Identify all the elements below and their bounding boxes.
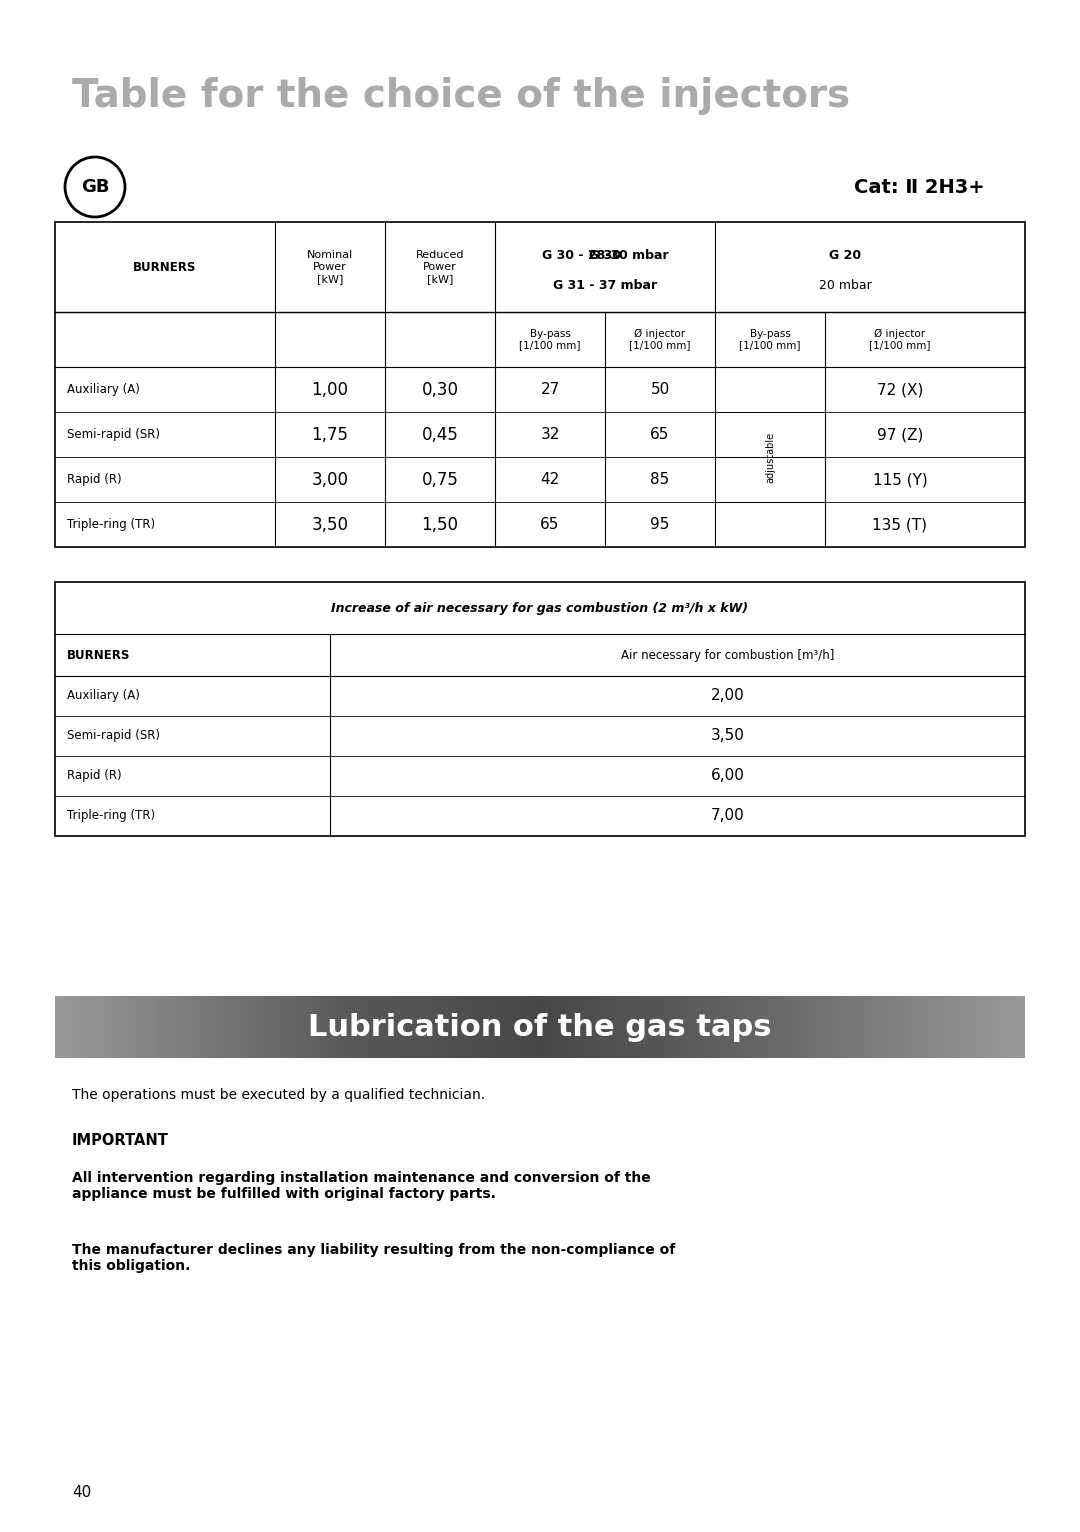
Text: 42: 42 bbox=[540, 472, 559, 487]
Text: The operations must be executed by a qualified technician.: The operations must be executed by a qua… bbox=[72, 1088, 485, 1102]
Text: G 31 - 37 mbar: G 31 - 37 mbar bbox=[553, 279, 657, 291]
Text: Reduced
Power
[kW]: Reduced Power [kW] bbox=[416, 250, 464, 283]
Text: Auxiliary (A): Auxiliary (A) bbox=[67, 383, 140, 395]
Text: 20 mbar: 20 mbar bbox=[819, 279, 872, 291]
Text: IMPORTANT: IMPORTANT bbox=[72, 1134, 168, 1147]
Text: 85: 85 bbox=[650, 472, 670, 487]
Text: Nominal
Power
[kW]: Nominal Power [kW] bbox=[307, 250, 353, 283]
Text: Semi-rapid (SR): Semi-rapid (SR) bbox=[67, 427, 160, 441]
Text: 65: 65 bbox=[650, 427, 670, 443]
Text: G 30: G 30 bbox=[589, 248, 621, 262]
Text: G 20: G 20 bbox=[829, 248, 861, 262]
Bar bbox=[55, 582, 1025, 836]
Text: Lubrication of the gas taps: Lubrication of the gas taps bbox=[308, 1013, 772, 1042]
Text: Auxiliary (A): Auxiliary (A) bbox=[67, 689, 140, 703]
Text: By-pass
[1/100 mm]: By-pass [1/100 mm] bbox=[519, 329, 581, 351]
Text: Triple-ring (TR): Triple-ring (TR) bbox=[67, 809, 156, 823]
Text: 50: 50 bbox=[650, 381, 670, 397]
Text: G 30 - 28-30 mbar: G 30 - 28-30 mbar bbox=[542, 248, 669, 262]
Text: 97 (Z): 97 (Z) bbox=[877, 427, 923, 443]
Text: Rapid (R): Rapid (R) bbox=[67, 769, 122, 783]
Bar bbox=[55, 222, 1025, 547]
Text: Semi-rapid (SR): Semi-rapid (SR) bbox=[67, 729, 160, 743]
Text: 65: 65 bbox=[540, 516, 559, 532]
Text: 135 (T): 135 (T) bbox=[873, 516, 928, 532]
Text: 0,45: 0,45 bbox=[421, 426, 458, 443]
Text: Rapid (R): Rapid (R) bbox=[67, 473, 122, 486]
Text: The manufacturer declines any liability resulting from the non-compliance of
thi: The manufacturer declines any liability … bbox=[72, 1242, 675, 1273]
Text: Cat: Ⅱ 2H3+: Cat: Ⅱ 2H3+ bbox=[854, 178, 985, 196]
Text: All intervention regarding installation maintenance and conversion of the
applia: All intervention regarding installation … bbox=[72, 1170, 651, 1201]
Text: Ø injector
[1/100 mm]: Ø injector [1/100 mm] bbox=[869, 328, 931, 351]
Text: Ø injector
[1/100 mm]: Ø injector [1/100 mm] bbox=[630, 328, 691, 351]
Text: Increase of air necessary for gas combustion (2 m³/h x kW): Increase of air necessary for gas combus… bbox=[332, 602, 748, 614]
Text: BURNERS: BURNERS bbox=[133, 260, 197, 274]
Text: 40: 40 bbox=[72, 1485, 91, 1500]
Text: Air necessary for combustion [m³/h]: Air necessary for combustion [m³/h] bbox=[621, 648, 834, 662]
Text: 1,50: 1,50 bbox=[421, 515, 459, 533]
Text: 3,00: 3,00 bbox=[311, 470, 349, 489]
Text: adjustable: adjustable bbox=[765, 432, 775, 483]
Text: 95: 95 bbox=[650, 516, 670, 532]
Text: 115 (Y): 115 (Y) bbox=[873, 472, 928, 487]
Text: GB: GB bbox=[81, 178, 109, 196]
Text: Triple-ring (TR): Triple-ring (TR) bbox=[67, 518, 156, 532]
Text: 0,30: 0,30 bbox=[421, 380, 459, 398]
Text: BURNERS: BURNERS bbox=[67, 648, 131, 662]
Text: 1,00: 1,00 bbox=[311, 380, 349, 398]
Text: 72 (X): 72 (X) bbox=[877, 381, 923, 397]
Text: 6,00: 6,00 bbox=[711, 769, 744, 783]
Text: 1,75: 1,75 bbox=[311, 426, 349, 443]
Text: 3,50: 3,50 bbox=[711, 729, 744, 743]
Text: Table for the choice of the injectors: Table for the choice of the injectors bbox=[72, 77, 850, 115]
Text: 0,75: 0,75 bbox=[421, 470, 458, 489]
Text: 7,00: 7,00 bbox=[711, 809, 744, 824]
Text: 2,00: 2,00 bbox=[711, 688, 744, 703]
Text: 3,50: 3,50 bbox=[311, 515, 349, 533]
Text: 27: 27 bbox=[540, 381, 559, 397]
Text: By-pass
[1/100 mm]: By-pass [1/100 mm] bbox=[739, 329, 800, 351]
Text: 32: 32 bbox=[540, 427, 559, 443]
